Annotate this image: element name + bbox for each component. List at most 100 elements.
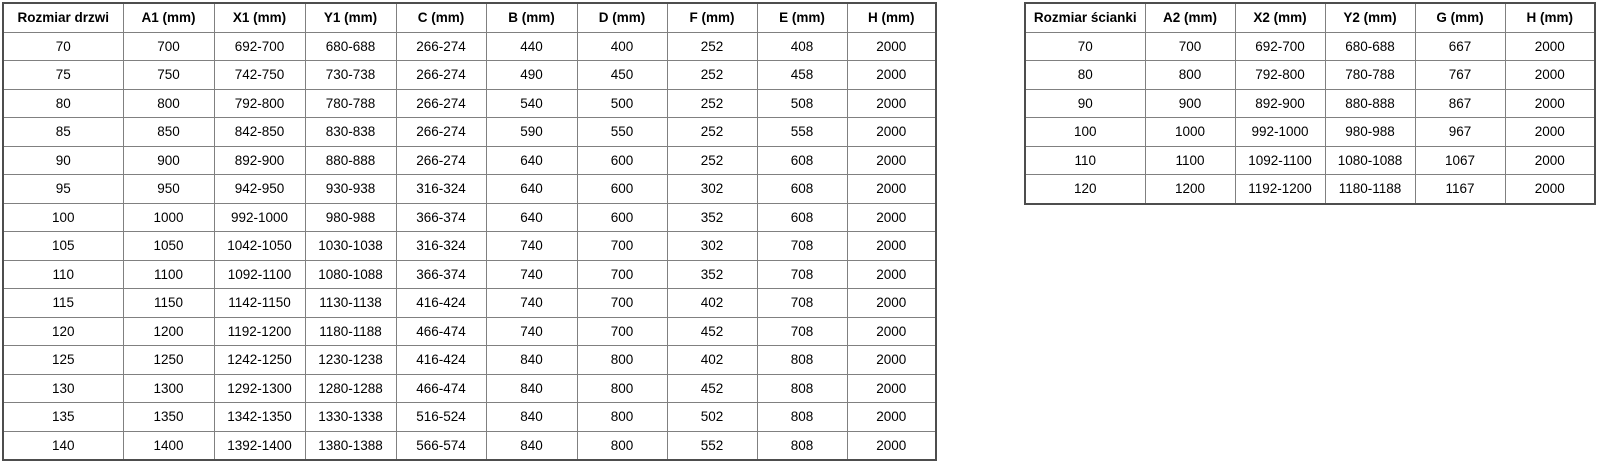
table-cell: 2000 <box>846 88 937 118</box>
table-cell: 408 <box>756 31 848 61</box>
table-cell: 880-888 <box>304 145 397 175</box>
table-row: 140 1400 1392-1400 1380-1388 566-574 840 800 55… <box>2 430 937 461</box>
table-cell: 366-374 <box>395 202 487 232</box>
table-cell: 95 <box>2 174 124 204</box>
table-cell: 842-850 <box>213 117 306 147</box>
table-body: 70 700 692-700 680-688 266-274 440 400 252 408 20… <box>2 31 937 461</box>
table-cell: 140 <box>2 430 124 461</box>
table-cell: 967 <box>1414 117 1506 147</box>
table-cell: 2000 <box>846 345 937 375</box>
table-cell: 700 <box>122 31 215 61</box>
table-cell: 880-888 <box>1324 88 1416 118</box>
column-header: Rozmiar drzwi <box>2 2 124 33</box>
table-row: 100 1000 992-1000 980-988 366-374 640 600 352 60… <box>2 202 937 232</box>
table-cell: 708 <box>756 259 848 289</box>
table-cell: 930-938 <box>304 174 397 204</box>
table-cell: 85 <box>2 117 124 147</box>
table-header-row: Rozmiar drzwi A1 (mm) X1 (mm) Y1 (mm) C (mm)… <box>2 2 937 33</box>
table-cell: 800 <box>122 88 215 118</box>
table-cell: 740 <box>485 288 578 318</box>
table-cell: 2000 <box>846 174 937 204</box>
table-cell: 590 <box>485 117 578 147</box>
table-cell: 402 <box>666 288 758 318</box>
table-cell: 792-800 <box>213 88 306 118</box>
table-cell: 700 <box>1144 31 1236 61</box>
side-panel-dimensions-table: Rozmiar ścianki A2 (mm) X2 (mm) Y2 (mm) G (m… <box>1024 2 1596 205</box>
table-cell: 110 <box>1024 145 1146 175</box>
table-row: 110 1100 1092-1100 1080-1088 1067 2000 <box>1024 145 1596 175</box>
table-cell: 1100 <box>1144 145 1236 175</box>
table-cell: 742-750 <box>213 60 306 90</box>
table-cell: 1150 <box>122 288 215 318</box>
table-cell: 692-700 <box>1234 31 1326 61</box>
table-row: 85 850 842-850 830-838 266-274 590 550 252 558 20… <box>2 117 937 147</box>
table-cell: 1300 <box>122 373 215 403</box>
table-cell: 992-1000 <box>213 202 306 232</box>
table-cell: 750 <box>122 60 215 90</box>
table-cell: 808 <box>756 430 848 461</box>
table-cell: 892-900 <box>213 145 306 175</box>
table-cell: 566-574 <box>395 430 487 461</box>
table-cell: 808 <box>756 402 848 432</box>
table-cell: 2000 <box>846 259 937 289</box>
table-cell: 2000 <box>1504 60 1596 90</box>
table-cell: 558 <box>756 117 848 147</box>
table-cell: 2000 <box>1504 31 1596 61</box>
table-row: 115 1150 1142-1150 1130-1138 416-424 740 700 40… <box>2 288 937 318</box>
table-cell: 540 <box>485 88 578 118</box>
table-row: 90 900 892-900 880-888 867 2000 <box>1024 88 1596 118</box>
table-cell: 808 <box>756 373 848 403</box>
table-header-row: Rozmiar ścianki A2 (mm) X2 (mm) Y2 (mm) G (m… <box>1024 2 1596 33</box>
table-cell: 892-900 <box>1234 88 1326 118</box>
table-cell: 780-788 <box>1324 60 1416 90</box>
table-cell: 266-274 <box>395 31 487 61</box>
table-cell: 266-274 <box>395 117 487 147</box>
column-header: C (mm) <box>395 2 487 33</box>
table-cell: 1050 <box>122 231 215 261</box>
table-cell: 490 <box>485 60 578 90</box>
table-row: 105 1050 1042-1050 1030-1038 316-324 740 700 30… <box>2 231 937 261</box>
table-cell: 600 <box>576 174 668 204</box>
table-cell: 1142-1150 <box>213 288 306 318</box>
table-cell: 266-274 <box>395 145 487 175</box>
table-cell: 800 <box>576 430 668 461</box>
table-cell: 740 <box>485 231 578 261</box>
table-row: 80 800 792-800 780-788 767 2000 <box>1024 60 1596 90</box>
table-cell: 2000 <box>1504 174 1596 204</box>
column-header: Rozmiar ścianki <box>1024 2 1146 33</box>
table-cell: 466-474 <box>395 316 487 346</box>
column-header: H (mm) <box>1504 2 1596 33</box>
table-cell: 640 <box>485 202 578 232</box>
table-cell: 252 <box>666 88 758 118</box>
table-cell: 2000 <box>1504 117 1596 147</box>
table-body: 70 700 692-700 680-688 667 2000 80 800 792-800 78… <box>1024 31 1596 204</box>
table-cell: 1067 <box>1414 145 1506 175</box>
table-cell: 1180-1188 <box>1324 174 1416 204</box>
column-header: X2 (mm) <box>1234 2 1326 33</box>
table-cell: 840 <box>485 345 578 375</box>
table-cell: 100 <box>2 202 124 232</box>
table-cell: 700 <box>576 288 668 318</box>
table-cell: 70 <box>1024 31 1146 61</box>
table-cell: 2000 <box>846 373 937 403</box>
table-cell: 992-1000 <box>1234 117 1326 147</box>
table-cell: 600 <box>576 202 668 232</box>
table-cell: 1242-1250 <box>213 345 306 375</box>
table-cell: 120 <box>1024 174 1146 204</box>
table-cell: 2000 <box>1504 145 1596 175</box>
table-cell: 440 <box>485 31 578 61</box>
table-cell: 840 <box>485 430 578 461</box>
table-cell: 252 <box>666 117 758 147</box>
table-cell: 302 <box>666 231 758 261</box>
table-row: 100 1000 992-1000 980-988 967 2000 <box>1024 117 1596 147</box>
table-cell: 252 <box>666 145 758 175</box>
column-header: X1 (mm) <box>213 2 306 33</box>
table-cell: 450 <box>576 60 668 90</box>
column-header: Y1 (mm) <box>304 2 397 33</box>
table-cell: 130 <box>2 373 124 403</box>
table-cell: 1080-1088 <box>1324 145 1416 175</box>
table-cell: 1280-1288 <box>304 373 397 403</box>
table-cell: 740 <box>485 316 578 346</box>
table-cell: 1000 <box>1144 117 1236 147</box>
table-cell: 1350 <box>122 402 215 432</box>
